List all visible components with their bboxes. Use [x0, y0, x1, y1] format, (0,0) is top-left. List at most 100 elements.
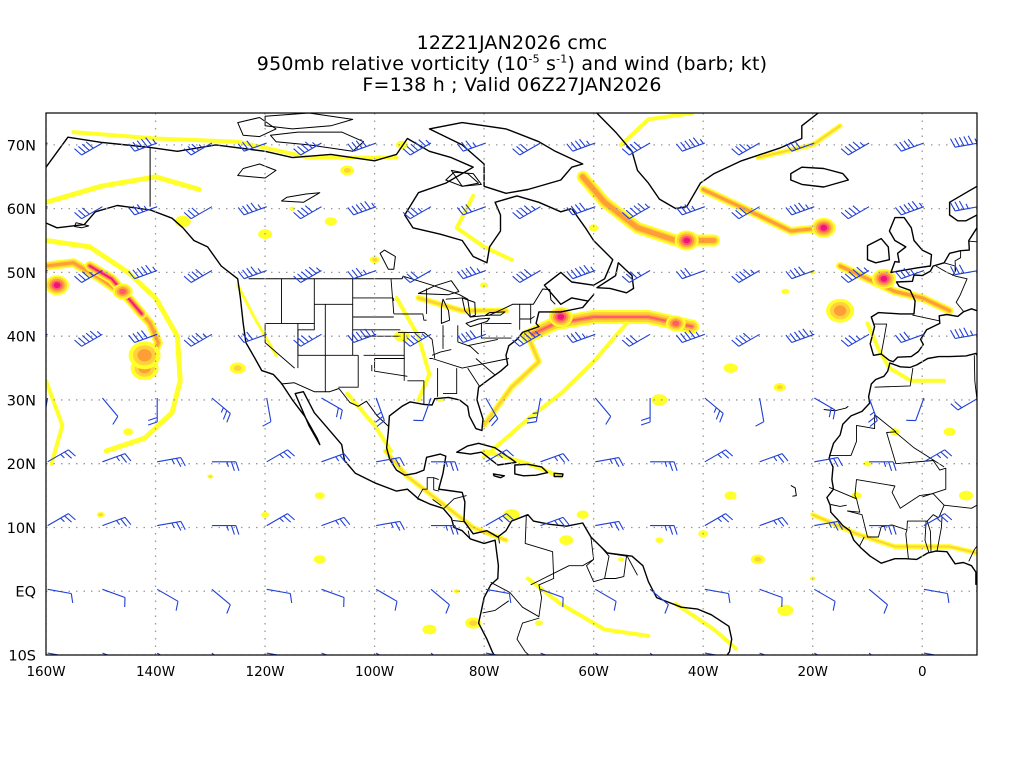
wind-barb-shaft — [540, 588, 564, 608]
wind-barb — [431, 525, 459, 535]
wind-barb — [456, 266, 486, 280]
south-america-border — [604, 553, 627, 579]
wind-barb-shaft — [347, 201, 377, 216]
africa-border — [828, 486, 861, 513]
wind-barb-shaft — [375, 588, 398, 611]
wind-barb — [293, 141, 322, 156]
gulf-of-alaska-band-l4 — [119, 288, 127, 295]
wind-barb-shaft — [785, 202, 815, 216]
wind-barb — [675, 330, 705, 344]
lat-tick-label-70n: 70N — [7, 138, 36, 154]
state-border — [445, 297, 463, 300]
wind-barb — [512, 268, 541, 283]
great-bear-lake — [237, 163, 277, 179]
wind-barb-shaft — [183, 142, 213, 156]
pacific-outer-arc-band-l1 — [46, 238, 183, 454]
wind-barb — [512, 330, 541, 347]
wind-barb — [840, 205, 870, 220]
wind-barb-shaft — [402, 270, 432, 283]
hispaniola — [514, 463, 549, 477]
wind-barb — [595, 520, 624, 531]
wind-barb — [485, 588, 512, 603]
lon-tick-label-60w: 60W — [578, 664, 609, 680]
title-line-2-post: ) and wind (barb; kt) — [567, 53, 768, 75]
wind-barb-shaft — [128, 204, 158, 216]
wind-barb-shaft — [894, 267, 925, 280]
wind-barb — [675, 267, 705, 280]
wind-barb-shaft — [979, 526, 1006, 535]
wind-barb-shaft — [47, 652, 62, 655]
wind-barb — [183, 206, 213, 220]
wind-barb-shaft — [211, 588, 231, 614]
wind-barb-shaft — [157, 457, 186, 467]
wind-barb — [485, 652, 500, 655]
lat-tick-label-60n: 60N — [7, 202, 36, 218]
wind-barb — [211, 652, 216, 655]
vorticity-patch — [503, 509, 520, 521]
vorticity-patch — [618, 557, 624, 562]
wind-barb — [869, 525, 897, 535]
vorticity-patch-core — [455, 590, 459, 593]
lat-tick-label-10n: 10N — [7, 521, 36, 537]
wind-barb-shaft — [540, 652, 548, 655]
wind-barb — [375, 588, 398, 611]
wind-barb-shaft — [456, 330, 486, 344]
wind-barb — [47, 449, 76, 463]
wind-barb — [566, 202, 596, 216]
vorticity-patch-core — [233, 365, 242, 371]
wind-barb-shaft — [321, 588, 345, 608]
wind-barb-shaft — [979, 653, 997, 677]
wind-barb — [595, 457, 624, 467]
wind-barb — [894, 201, 925, 216]
vorticity-patch — [777, 604, 794, 617]
wind-barb — [640, 398, 651, 426]
lat-tick-label-10s: 10S — [8, 649, 36, 665]
wind-barb — [237, 202, 267, 216]
wind-barb — [621, 333, 651, 347]
wind-barb-shaft — [321, 516, 351, 527]
state-border — [264, 323, 295, 369]
great-slave-lake — [281, 192, 321, 203]
wind-barb — [293, 266, 322, 283]
wind-barb-shaft — [566, 202, 596, 216]
wind-barb-shaft — [650, 461, 678, 471]
wind-barb — [950, 327, 977, 340]
wind-barb-shaft — [211, 397, 231, 423]
state-border — [297, 323, 359, 356]
vorticity-patch — [576, 510, 589, 519]
lat-tick-label-50n: 50N — [7, 266, 36, 282]
wind-barb — [266, 449, 295, 463]
western-europe-low-l5 — [880, 275, 888, 282]
state-border — [431, 349, 452, 356]
wind-barb-shaft — [950, 200, 977, 212]
wind-barb — [979, 653, 997, 677]
lon-tick-label-140w: 140W — [136, 664, 175, 680]
wind-barb — [950, 264, 977, 276]
wind-barb-shaft — [814, 457, 843, 467]
state-border — [390, 278, 395, 314]
wind-barb-shaft — [675, 204, 705, 216]
wind-barb — [979, 462, 1006, 471]
wind-barb-shaft — [102, 588, 126, 608]
wind-barb-shaft — [759, 453, 789, 463]
wind-barb — [485, 397, 499, 427]
jamaica — [492, 473, 506, 479]
bay-of-biscay-l3 — [833, 305, 847, 317]
wind-barb — [923, 449, 953, 463]
wind-barb — [566, 264, 596, 280]
title-exponent-1: -5 — [528, 52, 540, 66]
wind-barb — [814, 457, 843, 467]
wind-barb — [128, 204, 158, 216]
wind-barb — [293, 333, 322, 347]
africa-border — [829, 414, 876, 456]
wind-barb-shaft — [293, 333, 322, 347]
baffin — [428, 121, 584, 194]
wind-barb — [183, 142, 213, 156]
wind-barb-shaft — [431, 525, 459, 535]
vorticity-patch-core — [208, 475, 212, 478]
wind-barb — [759, 652, 767, 655]
wind-barb — [979, 526, 1006, 535]
wind-barb — [840, 141, 870, 156]
wind-barb-shaft — [266, 652, 281, 655]
vorticity-patch — [123, 428, 134, 436]
